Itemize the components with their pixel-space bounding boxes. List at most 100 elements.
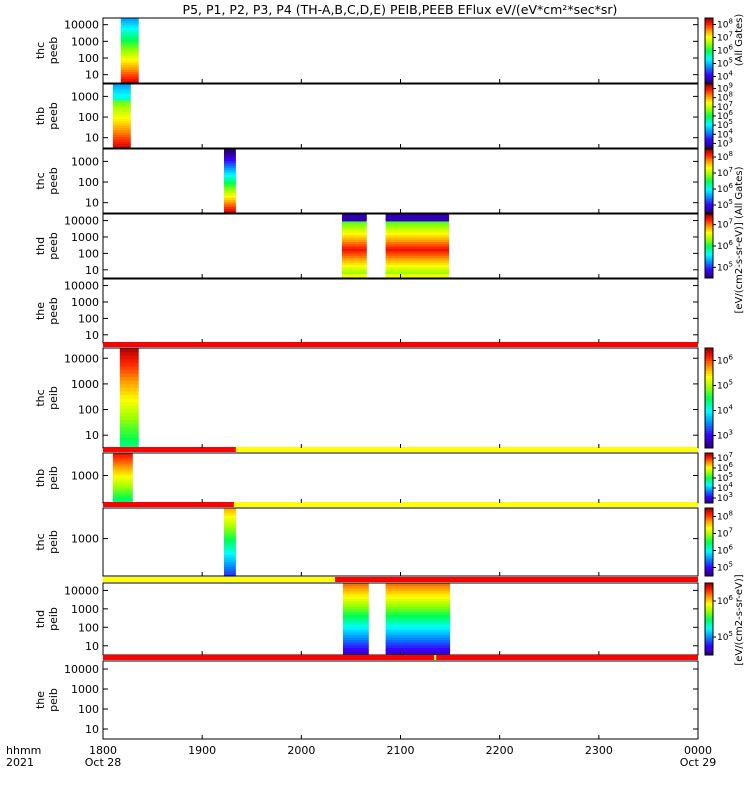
colorbar-cell: [705, 622, 713, 625]
spectrogram-cell: [223, 183, 236, 187]
spectrogram-cell: [385, 227, 450, 231]
colorbar-cell: [705, 135, 713, 138]
spectrogram-cell: [119, 437, 139, 442]
panel-thd-peeb: 10000 1000 100 10 thd peeb 107 106 105: [34, 213, 733, 279]
spectrogram-cell: [119, 408, 139, 413]
colorbar-cell: [705, 530, 713, 533]
colorbar-cell: [705, 562, 713, 565]
colorbar-cell: [705, 176, 713, 179]
colorbar-cell: [705, 595, 713, 598]
spectrogram-cell: [112, 458, 133, 461]
panel-product-label: peeb: [47, 37, 60, 65]
colorbar-cell: [705, 637, 713, 640]
colorbar-cell: [705, 125, 713, 128]
panel-probe-label: thb: [34, 107, 47, 125]
panel-probe-label: thc: [34, 172, 47, 189]
spectrogram-cell: [342, 603, 369, 607]
colorbar-cell: [705, 53, 713, 56]
colorbar-cell: [705, 184, 713, 187]
panel-product-label: peeb: [47, 297, 60, 325]
colorbar-cell: [705, 133, 713, 136]
colorbar-cell: [705, 547, 713, 550]
colorbar: 106 105 104 103: [704, 347, 733, 449]
colorbar-cell: [705, 70, 713, 73]
colorbar-cell: [705, 499, 713, 501]
spectrogram-cell: [341, 227, 367, 231]
colorbar-cell: [705, 555, 713, 558]
spectrogram-cell: [385, 268, 450, 272]
colorbar-cell: [705, 274, 713, 277]
colorbar-cell: [705, 242, 713, 245]
panel-the-peeb: 10000 1000 100 10 the peeb: [34, 278, 699, 344]
colorbar-tick-label: 104: [717, 404, 733, 417]
state-bar-segment: [335, 577, 698, 582]
colorbar-cell: [705, 368, 713, 371]
colorbar-cell: [705, 584, 713, 588]
spectrogram-cell: [112, 463, 133, 467]
spectrogram-cell: [120, 24, 139, 28]
data-block: [341, 214, 367, 279]
colorbar-tick-label: 106: [717, 239, 733, 252]
spectrogram-cell: [112, 488, 133, 492]
spectrogram-cell: [342, 601, 369, 605]
colorbar-cell: [705, 40, 713, 43]
spectrogram-cell: [112, 143, 131, 147]
spectrogram-cell: [112, 476, 133, 479]
spectrogram-cell: [342, 624, 369, 628]
spectrogram-cell: [120, 76, 139, 79]
spectrogram-cell: [385, 608, 451, 612]
spectrogram-cell: [223, 165, 236, 168]
spectrogram-cell: [112, 88, 131, 92]
colorbar-cell: [705, 533, 713, 536]
colorbar-cell: [705, 553, 713, 557]
colorbar-cell: [705, 583, 713, 586]
spectrogram-cell: [385, 611, 451, 615]
colorbar-cell: [705, 74, 713, 77]
spectrogram-cell: [341, 252, 367, 256]
spectrogram-cell: [120, 55, 139, 59]
colorbar-cell: [705, 463, 713, 465]
spectrogram-cell: [342, 608, 369, 612]
spectrogram-cell: [342, 583, 369, 587]
colorbar-frame: [704, 582, 714, 656]
colorbar-cell: [705, 197, 713, 200]
colorbar-cell: [705, 649, 713, 652]
spectrogram-cell: [112, 136, 131, 140]
spectrogram-cell: [341, 248, 367, 252]
colorbar-cell: [705, 169, 713, 172]
colorbar-cell: [705, 460, 713, 463]
spectrogram-cell: [223, 517, 236, 521]
colorbar-cell: [705, 393, 713, 396]
panel-probe-label: thb: [34, 469, 47, 487]
colorbar-cell: [705, 211, 713, 214]
spectrogram-cell: [120, 31, 139, 35]
y-tick-label: 1000: [71, 155, 99, 168]
spectrogram-cell: [112, 456, 133, 459]
spectrogram-cell: [112, 470, 133, 474]
spectrogram-cell: [385, 257, 450, 261]
y-tick-label: 10: [85, 723, 99, 736]
spectrogram-cell: [223, 194, 236, 198]
colorbar-cell: [705, 545, 713, 548]
spectrogram-cell: [341, 275, 367, 279]
colorbar-cell: [705, 87, 713, 90]
spectrogram-cell: [112, 495, 133, 499]
colorbar-tick-label: 107: [717, 31, 733, 44]
spectrogram-cell: [112, 129, 131, 133]
spectrogram-cell: [112, 492, 133, 495]
spectrogram-cell: [223, 527, 236, 531]
colorbar-cell: [705, 398, 713, 401]
y-tick-label: 10: [85, 640, 99, 653]
data-block: [223, 508, 236, 577]
spectrogram-cell: [223, 537, 236, 541]
colorbar-cell: [705, 388, 713, 391]
spectrogram-cell: [385, 631, 451, 636]
colorbar-cell: [705, 569, 713, 572]
colorbar-cell: [705, 244, 713, 247]
colorbar-cell: [705, 540, 713, 543]
colorbar-cell: [705, 390, 713, 394]
spectrogram-cell: [385, 218, 450, 222]
colorbar-cell: [705, 633, 713, 636]
